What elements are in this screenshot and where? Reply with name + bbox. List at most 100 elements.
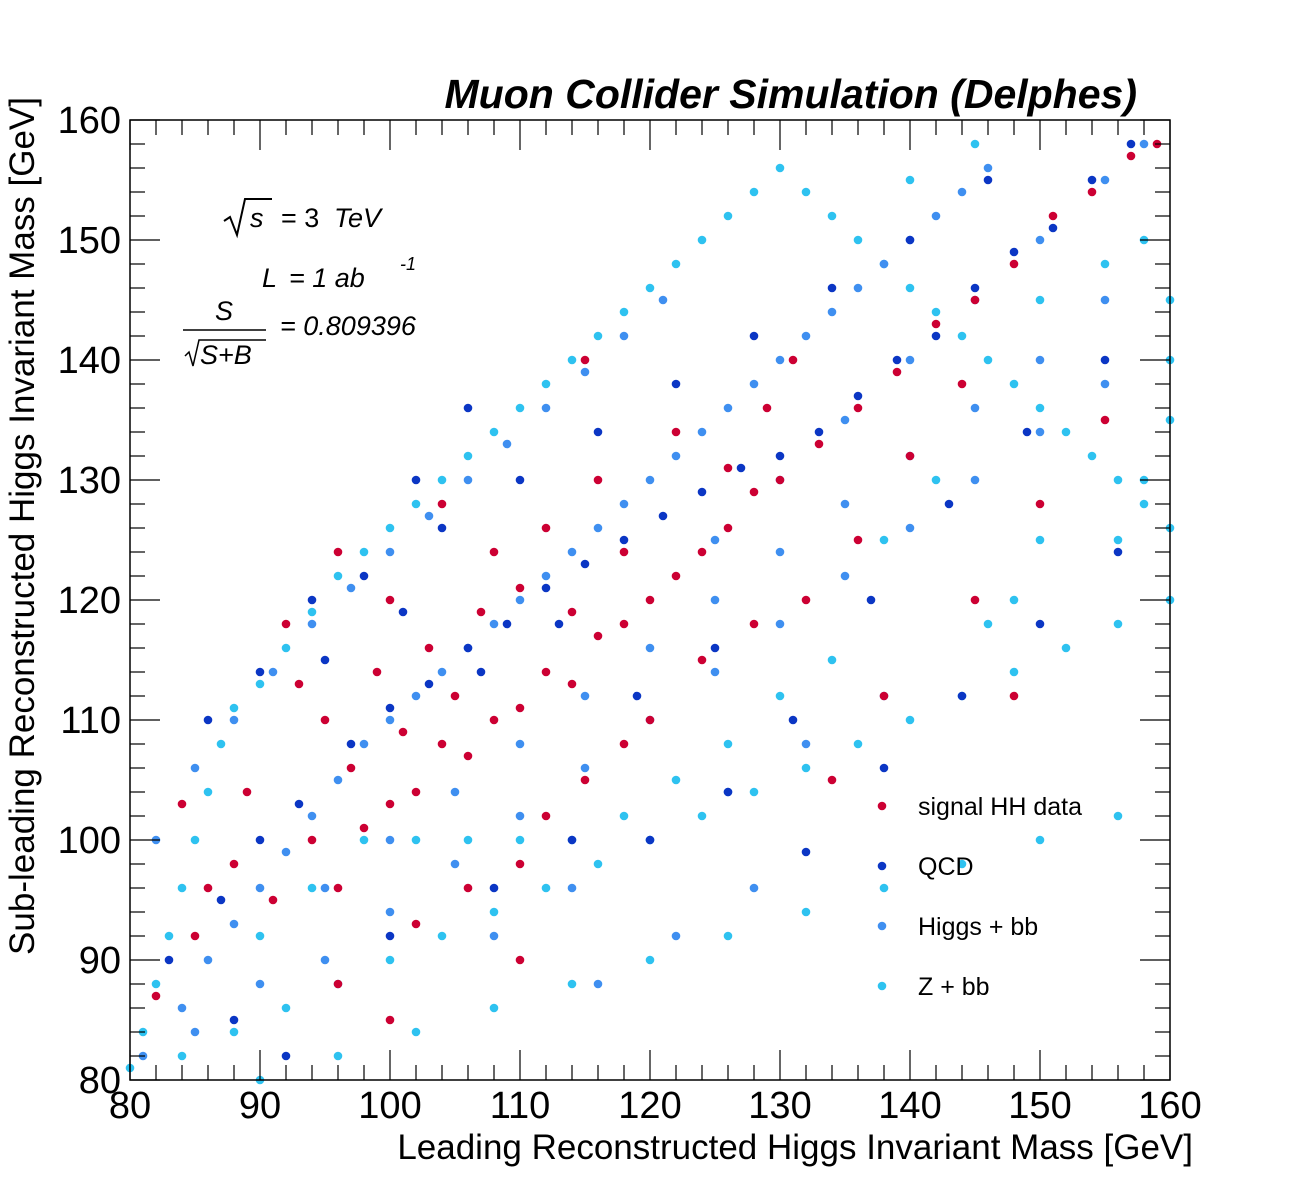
data-point xyxy=(307,607,317,617)
data-point xyxy=(515,403,525,413)
data-point xyxy=(502,439,512,449)
data-point xyxy=(333,571,343,581)
data-point xyxy=(775,547,785,557)
data-point xyxy=(749,331,759,341)
data-point xyxy=(1100,295,1110,305)
data-point xyxy=(697,487,707,497)
luminosity-value: = 1 ab xyxy=(289,263,365,293)
data-point xyxy=(385,703,395,713)
data-point xyxy=(866,595,876,605)
data-point xyxy=(723,463,733,473)
data-point xyxy=(1009,259,1019,269)
data-point xyxy=(931,475,941,485)
data-point xyxy=(749,379,759,389)
data-point xyxy=(827,211,837,221)
data-point xyxy=(255,679,265,689)
data-point xyxy=(268,895,278,905)
data-point xyxy=(853,235,863,245)
y-tick-label: 160 xyxy=(58,100,121,142)
data-point xyxy=(320,715,330,725)
significance-denominator: S+B xyxy=(200,340,252,370)
data-point xyxy=(879,259,889,269)
data-point xyxy=(333,1051,343,1061)
data-point xyxy=(710,595,720,605)
data-point xyxy=(489,715,499,725)
data-point xyxy=(710,643,720,653)
data-point xyxy=(853,739,863,749)
data-point xyxy=(645,595,655,605)
data-point xyxy=(320,655,330,665)
x-tick-label: 90 xyxy=(239,1085,281,1127)
data-point xyxy=(853,283,863,293)
data-point xyxy=(177,1003,187,1013)
data-point xyxy=(515,595,525,605)
data-point xyxy=(1113,547,1123,557)
data-point xyxy=(515,739,525,749)
data-point xyxy=(489,619,499,629)
data-point xyxy=(788,715,798,725)
data-point xyxy=(957,691,967,701)
data-point xyxy=(580,355,590,365)
data-point xyxy=(463,475,473,485)
data-point xyxy=(671,379,681,389)
data-point xyxy=(853,391,863,401)
data-point xyxy=(229,1015,239,1025)
data-point xyxy=(905,523,915,533)
data-point xyxy=(723,403,733,413)
data-point xyxy=(281,643,291,653)
data-point xyxy=(411,1027,421,1037)
axis-ticks xyxy=(129,119,1171,1081)
data-point xyxy=(619,547,629,557)
data-point xyxy=(1022,427,1032,437)
data-point xyxy=(957,859,967,869)
y-tick-label: 120 xyxy=(58,580,121,622)
data-point xyxy=(645,835,655,845)
data-point xyxy=(840,571,850,581)
series-z-bb xyxy=(125,139,1175,1085)
legend-marker xyxy=(877,981,887,991)
data-point xyxy=(905,175,915,185)
data-point xyxy=(1113,475,1123,485)
data-point xyxy=(827,655,837,665)
data-point xyxy=(333,775,343,785)
data-point xyxy=(385,955,395,965)
data-point xyxy=(476,607,486,617)
data-point xyxy=(697,655,707,665)
data-point xyxy=(255,883,265,893)
data-point xyxy=(788,355,798,365)
data-point xyxy=(151,979,161,989)
data-point xyxy=(645,643,655,653)
data-point xyxy=(1009,691,1019,701)
data-point xyxy=(463,643,473,653)
data-point xyxy=(1061,427,1071,437)
data-point xyxy=(515,811,525,821)
data-point xyxy=(567,883,577,893)
data-point xyxy=(333,979,343,989)
data-point xyxy=(281,847,291,857)
axis-tick-labels: 80 90 100 110 120 130 140 150 160 80 90 100 110 120 13… xyxy=(58,100,1202,1127)
data-point xyxy=(359,571,369,581)
data-point xyxy=(463,835,473,845)
data-point xyxy=(723,787,733,797)
data-point xyxy=(515,859,525,869)
data-point xyxy=(385,907,395,917)
data-point xyxy=(931,319,941,329)
data-point xyxy=(1139,139,1149,149)
x-tick-label: 80 xyxy=(109,1085,151,1127)
data-point xyxy=(398,727,408,737)
data-point xyxy=(203,883,213,893)
data-point xyxy=(346,583,356,593)
data-point xyxy=(697,811,707,821)
data-point xyxy=(281,619,291,629)
data-point xyxy=(775,355,785,365)
x-tick-label: 140 xyxy=(878,1085,941,1127)
data-point xyxy=(853,403,863,413)
data-point xyxy=(541,523,551,533)
data-point xyxy=(385,835,395,845)
legend-label: QCD xyxy=(918,853,974,881)
legend-marker xyxy=(877,861,887,871)
data-point xyxy=(1113,535,1123,545)
data-point xyxy=(229,703,239,713)
data-point xyxy=(801,595,811,605)
